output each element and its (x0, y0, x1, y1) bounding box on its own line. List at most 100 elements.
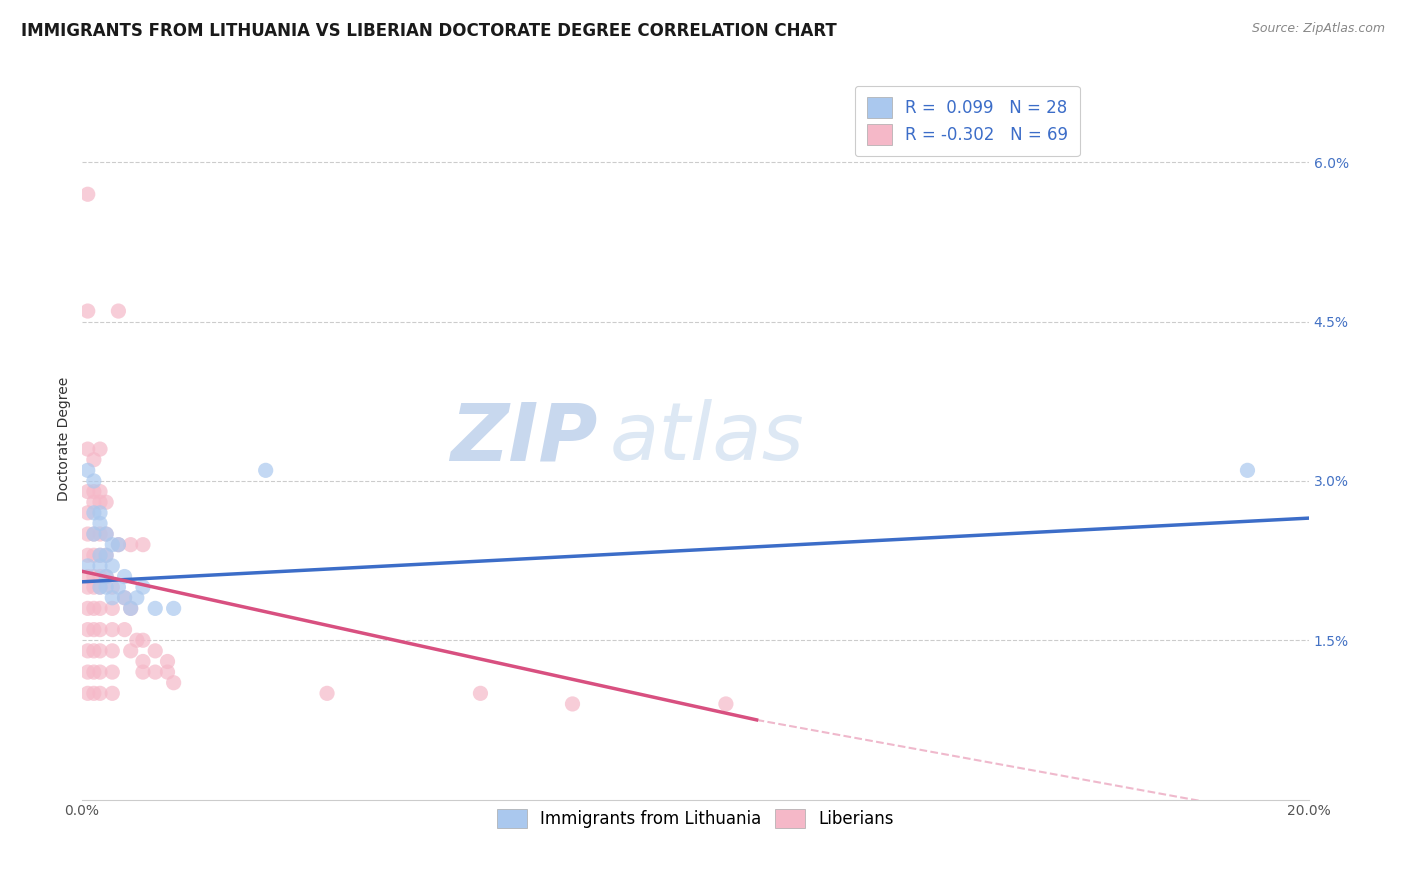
Point (120, 601, 142, 615)
Point (132, 580, 155, 594)
Point (101, 686, 124, 700)
Point (107, 538, 129, 552)
Legend: Immigrants from Lithuania, Liberians: Immigrants from Lithuania, Liberians (491, 802, 900, 835)
Point (94, 549, 117, 563)
Point (76, 506, 98, 520)
Point (89, 527, 111, 541)
Point (83, 495, 105, 509)
Point (76, 484, 98, 499)
Text: ZIP: ZIP (450, 400, 598, 477)
Point (76, 549, 98, 563)
Point (94, 569, 117, 583)
Point (89, 558, 111, 573)
Point (83, 474, 105, 488)
Point (89, 686, 111, 700)
Point (89, 601, 111, 615)
Point (76, 623, 98, 637)
Text: atlas: atlas (609, 400, 804, 477)
Point (125, 591, 148, 605)
Point (83, 569, 105, 583)
Point (94, 549, 117, 563)
Point (76, 187, 98, 202)
Point (94, 569, 117, 583)
Point (101, 538, 124, 552)
Point (83, 601, 105, 615)
Point (143, 665, 166, 679)
Point (76, 686, 98, 700)
Point (101, 601, 124, 615)
Point (132, 665, 155, 679)
Point (94, 527, 117, 541)
Point (89, 506, 111, 520)
Point (156, 665, 179, 679)
Point (83, 452, 105, 467)
Point (107, 538, 129, 552)
Point (561, 697, 583, 711)
Point (89, 644, 111, 658)
Point (76, 463, 98, 477)
Point (83, 527, 105, 541)
Point (120, 601, 142, 615)
Point (83, 484, 105, 499)
Point (89, 580, 111, 594)
Point (114, 591, 136, 605)
Point (76, 558, 98, 573)
Point (101, 665, 124, 679)
Point (101, 623, 124, 637)
Point (94, 527, 117, 541)
Point (83, 527, 105, 541)
Point (89, 495, 111, 509)
Point (101, 558, 124, 573)
Point (76, 644, 98, 658)
Point (76, 527, 98, 541)
Point (83, 665, 105, 679)
Point (94, 580, 117, 594)
Point (76, 601, 98, 615)
Point (89, 569, 111, 583)
Point (83, 549, 105, 563)
Point (89, 580, 111, 594)
Point (107, 580, 129, 594)
Point (132, 538, 155, 552)
Point (132, 655, 155, 669)
Point (120, 538, 142, 552)
Point (76, 442, 98, 456)
Point (76, 665, 98, 679)
Point (470, 686, 492, 700)
Point (143, 644, 166, 658)
Point (83, 580, 105, 594)
Point (156, 655, 179, 669)
Point (132, 633, 155, 648)
Point (76, 580, 98, 594)
Point (125, 633, 148, 648)
Point (114, 623, 136, 637)
Point (1236, 463, 1258, 477)
Point (89, 665, 111, 679)
Point (101, 580, 124, 594)
Point (89, 516, 111, 531)
Text: Source: ZipAtlas.com: Source: ZipAtlas.com (1251, 22, 1385, 36)
Point (76, 569, 98, 583)
Point (83, 506, 105, 520)
Point (94, 495, 117, 509)
Point (89, 442, 111, 456)
Point (162, 601, 184, 615)
Point (83, 623, 105, 637)
Point (76, 304, 98, 318)
Point (83, 644, 105, 658)
Point (120, 644, 142, 658)
Point (143, 601, 166, 615)
Point (83, 686, 105, 700)
Point (89, 549, 111, 563)
Point (107, 304, 129, 318)
Point (162, 675, 184, 690)
Point (89, 549, 111, 563)
Point (89, 623, 111, 637)
Text: IMMIGRANTS FROM LITHUANIA VS LIBERIAN DOCTORATE DEGREE CORRELATION CHART: IMMIGRANTS FROM LITHUANIA VS LIBERIAN DO… (21, 22, 837, 40)
Point (114, 591, 136, 605)
Y-axis label: Doctorate Degree: Doctorate Degree (58, 376, 72, 500)
Point (101, 644, 124, 658)
Point (114, 569, 136, 583)
Point (714, 697, 737, 711)
Point (101, 591, 124, 605)
